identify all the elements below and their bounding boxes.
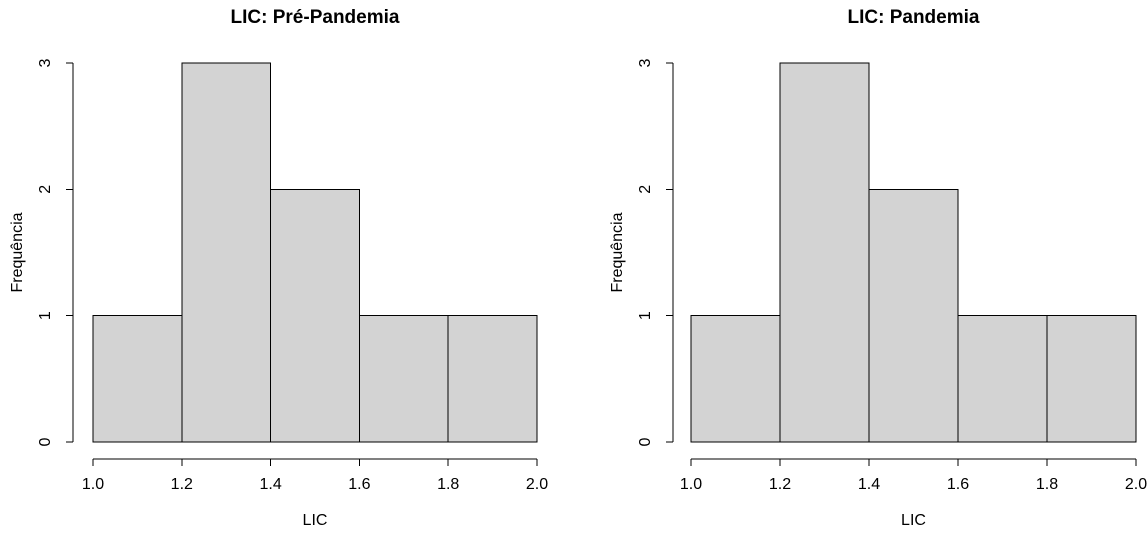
histogram-bar bbox=[92, 315, 183, 443]
y-axis-label: Frequência bbox=[609, 212, 626, 292]
x-tick-label: 1.8 bbox=[1036, 476, 1058, 493]
y-tick-label: 2 bbox=[37, 185, 54, 194]
y-tick-label: 0 bbox=[37, 437, 54, 446]
y-axis-label: Frequência bbox=[9, 212, 26, 292]
x-tick-label: 1.0 bbox=[82, 476, 104, 493]
histogram-bar bbox=[957, 315, 1048, 443]
x-axis-label: LIC bbox=[303, 512, 328, 529]
y-tick-label: 3 bbox=[37, 58, 54, 67]
x-tick-label: 2.0 bbox=[526, 476, 548, 493]
histogram-bar bbox=[181, 62, 272, 443]
x-tick-label: 1.2 bbox=[171, 476, 193, 493]
histogram-bar bbox=[690, 315, 781, 443]
x-tick-label: 2.0 bbox=[1125, 476, 1147, 493]
histogram-panel-1: LIC: Pré-Pandemia 1.0 1.2 1.4 1.6 1.8 2.0 LIC 0 1… bbox=[9, 7, 548, 529]
histogram-bar bbox=[868, 188, 959, 443]
x-axis-label: LIC bbox=[901, 512, 926, 529]
y-tick-label: 2 bbox=[637, 185, 654, 194]
y-tick-label: 3 bbox=[637, 58, 654, 67]
x-tick-label: 1.0 bbox=[680, 476, 702, 493]
x-tick-label: 1.4 bbox=[259, 476, 281, 493]
chart-title: LIC: Pandemia bbox=[848, 7, 980, 28]
x-tick-label: 1.8 bbox=[437, 476, 459, 493]
y-tick-label: 1 bbox=[37, 311, 54, 320]
x-tick-label: 1.4 bbox=[858, 476, 880, 493]
histogram-bar bbox=[779, 62, 870, 443]
x-tick-label: 1.6 bbox=[947, 476, 969, 493]
histogram-bar bbox=[447, 315, 538, 443]
x-tick-label: 1.6 bbox=[348, 476, 370, 493]
y-tick-label: 0 bbox=[637, 437, 654, 446]
histogram-bar bbox=[1046, 315, 1137, 443]
histogram-panel-2: LIC: Pandemia 1.0 1.2 1.4 1.6 1.8 2.0 LIC 0 1 2 3 Fr… bbox=[609, 7, 1147, 529]
chart-title: LIC: Pré-Pandemia bbox=[231, 7, 400, 28]
histogram-bar bbox=[358, 315, 449, 443]
x-tick-label: 1.2 bbox=[769, 476, 791, 493]
y-tick-label: 1 bbox=[637, 311, 654, 320]
histogram-bar bbox=[270, 188, 360, 443]
